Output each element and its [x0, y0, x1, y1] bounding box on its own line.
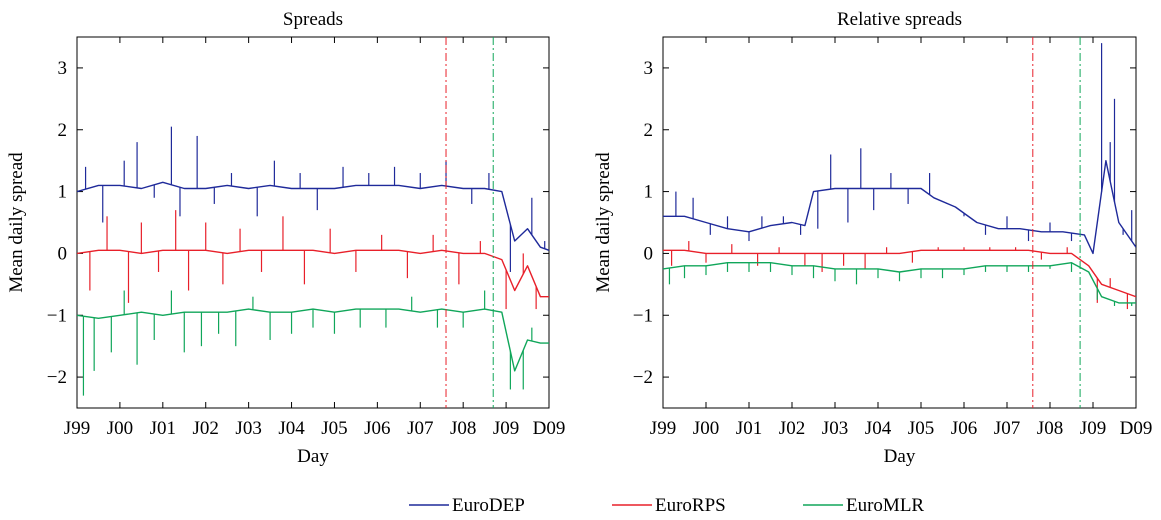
series-group	[77, 126, 549, 396]
x-tick-label: J09	[1080, 418, 1106, 439]
y-tick-label: 3	[58, 58, 68, 79]
plot-frame	[662, 36, 1137, 409]
y-tick-label: 3	[644, 58, 654, 79]
chart-title: Spreads	[283, 9, 343, 30]
x-tick-label: J01	[150, 418, 176, 439]
x-tick-label: J99	[650, 418, 676, 439]
y-axis-title: Mean daily spread	[6, 152, 27, 293]
chart-spreads: Spreads −2 −1 0 1 2 3 J99 J00 J01 J02 J03 J04 J05 J06 J…	[6, 9, 565, 467]
x-axis-title: Day	[297, 446, 329, 467]
y-tick-label: 2	[58, 120, 68, 141]
x-tick-label: J06	[364, 418, 390, 439]
legend-label: EuroRPS	[655, 495, 726, 516]
x-tick-label: J03	[235, 418, 261, 439]
x-tick-label: J03	[822, 418, 848, 439]
x-tick-label: J05	[321, 418, 347, 439]
y-tick-label: −1	[633, 305, 653, 326]
series-line-eurodep	[663, 159, 1136, 255]
y-tick-label: 1	[58, 182, 68, 203]
series-line-eurodep	[77, 181, 549, 251]
x-tick-label: J04	[865, 418, 892, 439]
x-tick-label: J05	[908, 418, 934, 439]
x-tick-label: J99	[64, 418, 90, 439]
y-axis-title: Mean daily spread	[593, 152, 614, 293]
legend-label: EuroDEP	[452, 495, 525, 516]
x-tick-label: J06	[951, 418, 977, 439]
x-tick-label: J02	[779, 418, 805, 439]
x-tick-label: J07	[994, 418, 1020, 439]
x-tick-label: J08	[450, 418, 476, 439]
y-tick-label: −1	[47, 305, 67, 326]
x-tick-label: J07	[407, 418, 433, 439]
x-tick-label: J01	[736, 418, 762, 439]
series-group	[663, 43, 1136, 310]
x-tick-label: J02	[193, 418, 219, 439]
legend-label: EuroMLR	[846, 495, 924, 516]
y-tick-label: 2	[644, 120, 654, 141]
chart-relative-spreads: Relative spreads −2 −1 0 1 2 3 J99 J00 J01 J02 J03 J…	[593, 9, 1152, 467]
x-tick-label: J04	[278, 418, 305, 439]
legend: EuroDEP EuroRPS EuroMLR	[409, 495, 924, 516]
chart-title: Relative spreads	[837, 9, 962, 30]
x-tick-label: J09	[493, 418, 519, 439]
y-tick-label: −2	[47, 367, 67, 388]
x-tick-label: J00	[693, 418, 719, 439]
series-line-euromlr	[663, 262, 1136, 304]
series-line-eurorps	[77, 249, 549, 298]
x-tick-label: J08	[1037, 418, 1063, 439]
x-tick-label: D09	[533, 418, 566, 439]
y-tick-label: 1	[644, 182, 654, 203]
series-line-eurorps	[663, 249, 1136, 298]
y-tick-label: −2	[633, 367, 653, 388]
plot-frame	[76, 36, 550, 409]
x-axis-title: Day	[884, 446, 916, 467]
y-tick-label: 0	[58, 243, 68, 264]
x-tick-label: J00	[107, 418, 133, 439]
x-tick-label: D09	[1120, 418, 1153, 439]
y-tick-label: 0	[644, 243, 654, 264]
